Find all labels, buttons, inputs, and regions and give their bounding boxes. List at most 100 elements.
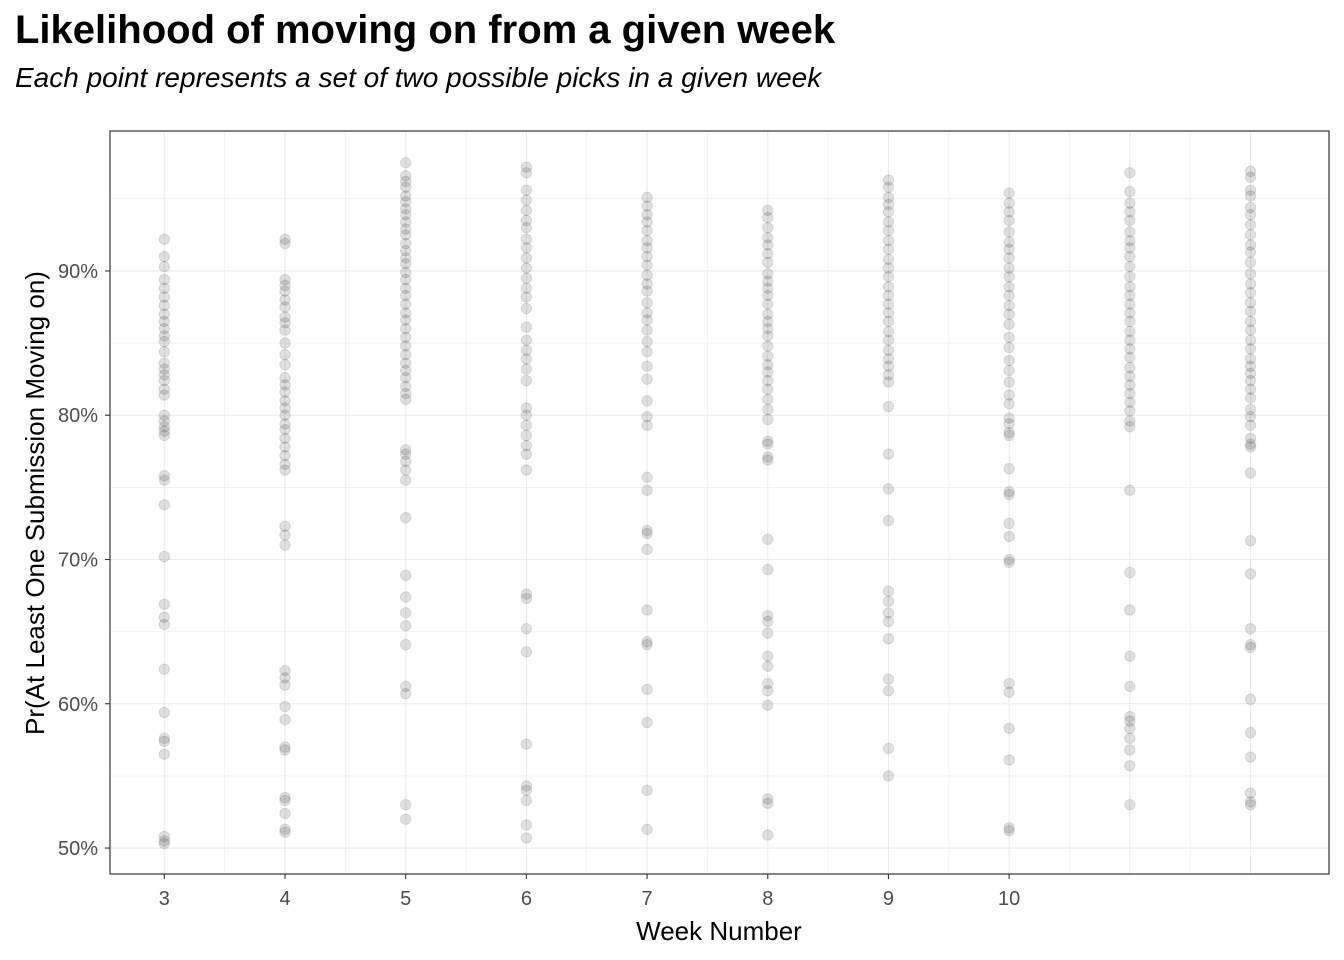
data-point: [399, 569, 412, 582]
data-point: [1124, 343, 1136, 355]
data-point: [882, 514, 895, 527]
data-point: [279, 664, 291, 677]
data-point: [1124, 604, 1136, 616]
data-point: [1124, 197, 1136, 209]
data-point: [762, 438, 774, 450]
data-point: [1124, 167, 1136, 179]
data-point: [158, 421, 171, 433]
data-point: [641, 296, 653, 309]
data-point: [279, 458, 291, 470]
data-point: [1003, 214, 1015, 227]
data-point: [641, 314, 653, 326]
data-point: [1124, 234, 1136, 247]
data-point: [762, 366, 774, 378]
data-point: [1244, 268, 1257, 280]
data-point: [158, 383, 171, 395]
data-point: [399, 252, 412, 264]
data-point: [158, 374, 171, 387]
data-point: [1003, 187, 1015, 199]
data-point: [158, 330, 171, 342]
data-point: [158, 308, 171, 320]
data-point: [1003, 299, 1015, 312]
data-point: [279, 409, 291, 421]
data-point: [399, 282, 412, 294]
data-point: [520, 184, 533, 196]
data-point: [1003, 488, 1015, 501]
data-point: [1003, 197, 1015, 209]
data-point: [279, 679, 291, 691]
data-point: [1244, 403, 1257, 416]
data-point: [399, 331, 412, 344]
x-tick-label: 4: [279, 888, 290, 910]
data-point: [1244, 171, 1257, 183]
data-point: [882, 271, 895, 283]
data-point: [762, 204, 774, 217]
data-point: [1003, 462, 1015, 475]
data-point: [158, 748, 171, 760]
data-point: [1003, 376, 1015, 388]
data-point: [641, 543, 653, 556]
data-point: [882, 181, 895, 193]
data-point: [1124, 415, 1136, 427]
data-point: [762, 330, 774, 342]
data-point: [1003, 429, 1015, 442]
data-point: [762, 615, 774, 628]
data-point: [641, 250, 653, 263]
data-point: [279, 294, 291, 306]
data-point: [882, 483, 895, 495]
data-point: [399, 464, 412, 476]
data-point: [158, 357, 171, 369]
data-point: [399, 638, 412, 651]
data-point: [1003, 825, 1015, 837]
data-point: [762, 374, 774, 387]
data-point: [399, 813, 412, 825]
data-point: [641, 471, 653, 483]
data-point: [882, 344, 895, 356]
data-point: [762, 239, 774, 251]
data-point: [399, 364, 412, 377]
data-point: [1003, 397, 1015, 410]
data-point: [158, 470, 171, 482]
data-point: [399, 175, 412, 188]
data-point: [1003, 822, 1015, 834]
data-point: [641, 307, 653, 319]
data-point: [882, 298, 895, 310]
data-point: [158, 732, 171, 745]
data-point: [1124, 334, 1136, 346]
data-point: [882, 243, 895, 256]
data-point: [399, 203, 412, 215]
data-point: [762, 627, 774, 639]
data-point: [1124, 421, 1136, 433]
data-point: [882, 360, 895, 372]
data-point: [882, 216, 895, 228]
data-point: [520, 402, 533, 414]
data-point: [1124, 732, 1136, 745]
data-point: [399, 448, 412, 460]
data-point: [882, 376, 895, 388]
data-point: [882, 353, 895, 365]
data-point: [882, 325, 895, 338]
data-point: [520, 784, 533, 797]
data-point: [1003, 517, 1015, 530]
data-point: [279, 539, 291, 551]
data-point: [1003, 553, 1015, 566]
data-point: [520, 832, 533, 844]
data-point: [1003, 556, 1015, 569]
data-point: [399, 273, 412, 286]
data-point: [762, 660, 774, 672]
data-point: [762, 563, 774, 576]
data-point: [1124, 722, 1136, 734]
data-point: [882, 595, 895, 608]
data-point: [882, 206, 895, 218]
data-point: [399, 380, 412, 393]
points-layer: [158, 157, 1257, 850]
data-point: [1244, 353, 1257, 365]
data-point: [520, 439, 533, 452]
data-point: [1124, 379, 1136, 391]
data-point: [641, 234, 653, 247]
x-tick-label: 7: [642, 888, 653, 910]
data-point: [882, 307, 895, 319]
data-point: [158, 663, 171, 675]
data-point: [762, 533, 774, 545]
data-point: [1244, 219, 1257, 231]
